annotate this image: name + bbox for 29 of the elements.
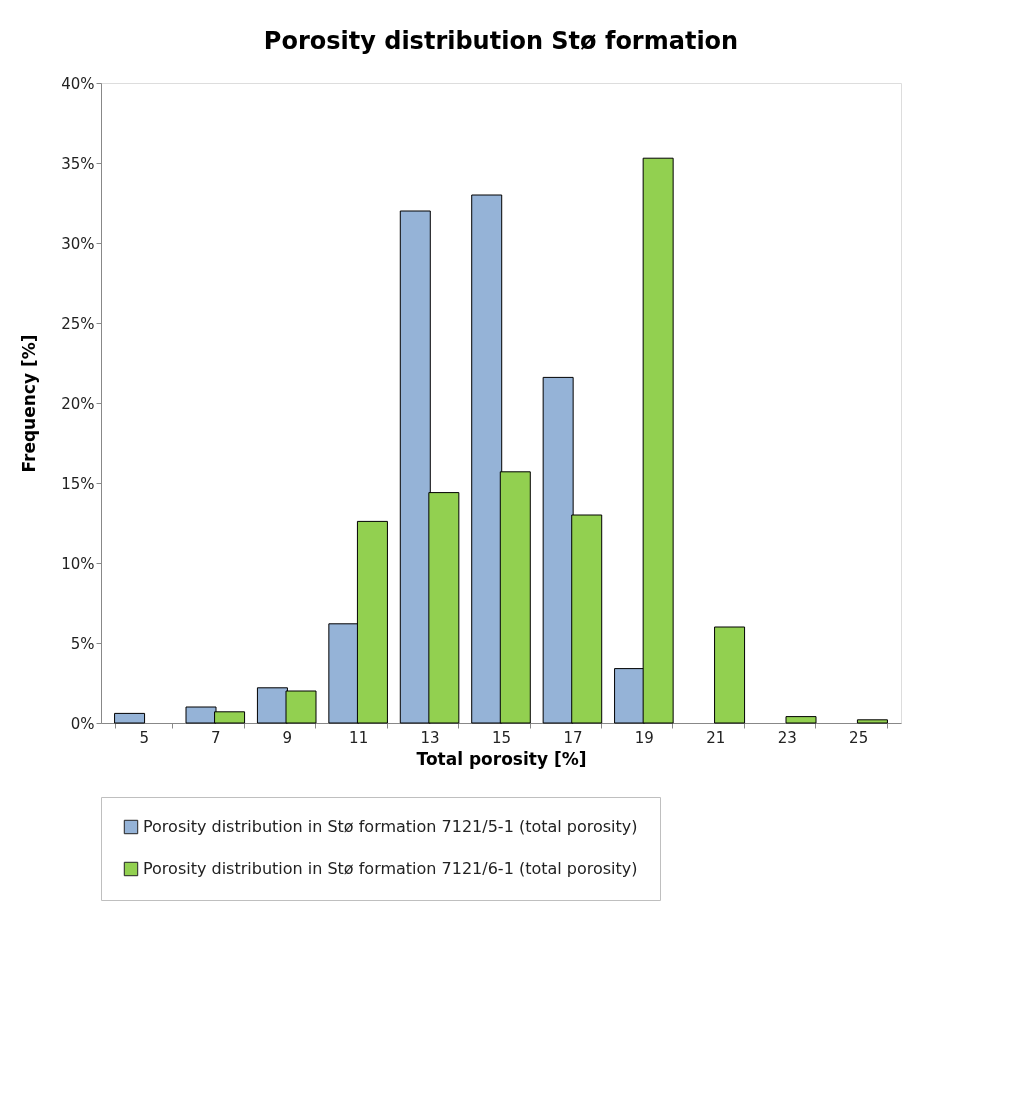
legend-label: Porosity distribution in Stø formation 7121/6-1 (total porosity) (143, 859, 638, 878)
y-tick-label: 30% (61, 234, 95, 253)
y-tick-label: 25% (61, 314, 95, 333)
bar (856, 719, 888, 724)
y-tick-label: 0% (70, 714, 95, 733)
x-tick-label: 5 (139, 728, 150, 747)
legend-label: Porosity distribution in Stø formation 7121/5-1 (total porosity) (143, 817, 638, 836)
x-tick-label: 13 (420, 728, 440, 747)
bar (785, 716, 817, 724)
x-tick-label: 25 (849, 728, 869, 747)
chart-title: Porosity distribution Stø formation (263, 27, 739, 55)
y-tick-label: 40% (61, 74, 95, 93)
x-tick-label: 9 (282, 728, 292, 747)
x-tick-label: 11 (349, 728, 369, 747)
x-tick-label: 17 (563, 728, 583, 747)
bar (114, 712, 146, 724)
y-axis-title: Frequency [%] (19, 334, 40, 473)
y-tick-label: 20% (61, 394, 95, 413)
bar (714, 626, 746, 724)
x-tick-label: 23 (777, 728, 797, 747)
x-tick-label: 21 (706, 728, 726, 747)
y-tick-label: 10% (61, 554, 95, 573)
x-tick-label: 19 (634, 728, 654, 747)
y-tick-label: 35% (61, 154, 95, 173)
x-tick-label: 15 (491, 728, 512, 747)
y-tick-label: 5% (70, 634, 95, 653)
y-tick-label: 15% (61, 474, 95, 493)
x-tick-label: 7 (211, 728, 221, 747)
x-axis-title: Total porosity [%] (416, 748, 587, 769)
